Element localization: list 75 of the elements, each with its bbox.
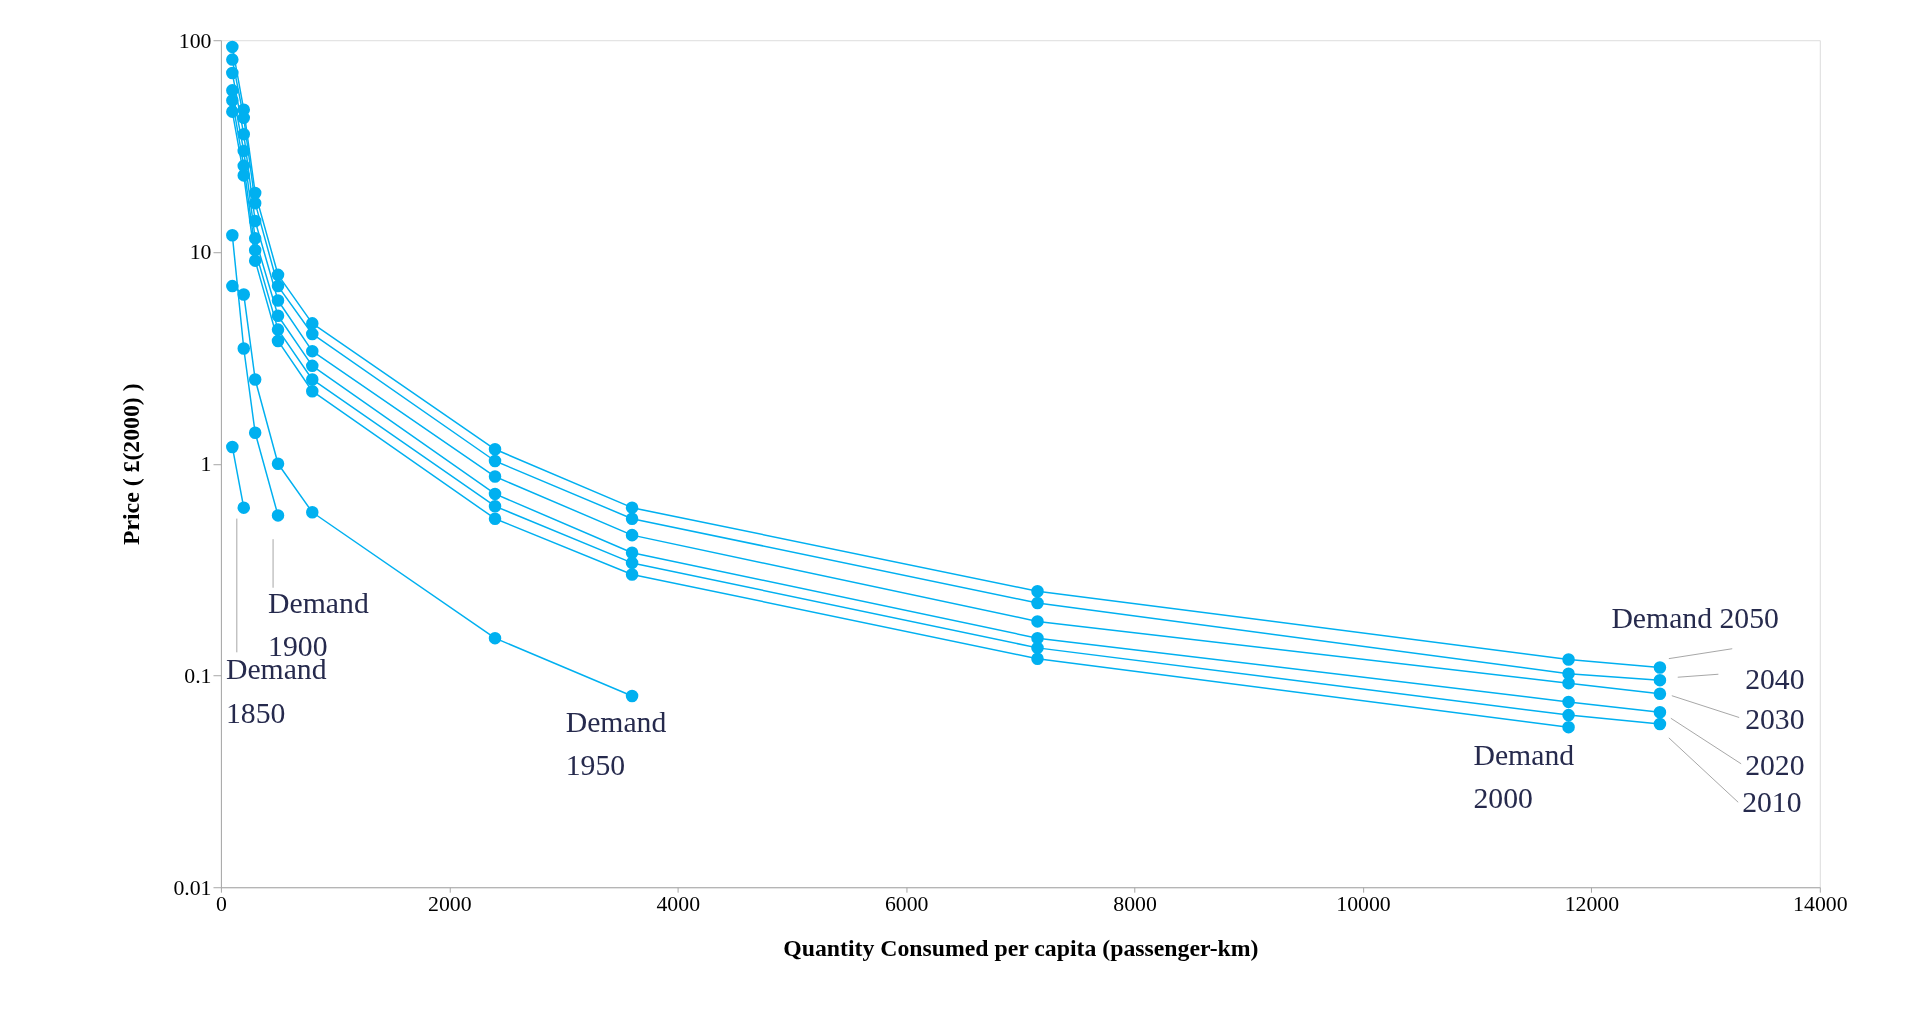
point — [237, 342, 251, 355]
point — [1031, 584, 1044, 598]
point — [1031, 596, 1044, 610]
point — [226, 105, 239, 118]
point — [1653, 717, 1667, 731]
x-tick-label: 8000 — [1113, 892, 1157, 917]
point — [1031, 641, 1044, 655]
point — [226, 40, 239, 54]
point — [1031, 652, 1044, 665]
point — [248, 426, 262, 440]
point — [625, 568, 639, 581]
point — [248, 373, 262, 386]
point — [226, 53, 239, 66]
point — [488, 631, 502, 645]
point — [488, 470, 502, 483]
point — [1562, 708, 1575, 722]
x-tick-label: 14000 — [1793, 892, 1848, 917]
y-tick-label: 1 — [200, 452, 212, 477]
point — [271, 334, 285, 348]
point — [237, 169, 251, 182]
point — [1653, 687, 1667, 700]
point — [226, 94, 239, 107]
point — [271, 457, 285, 470]
point — [1562, 720, 1575, 734]
point — [306, 327, 319, 341]
point — [488, 454, 502, 468]
point — [237, 288, 251, 301]
point — [488, 512, 502, 525]
annotation: Demand 2050 — [1611, 601, 1779, 634]
x-tick-label: 12000 — [1564, 892, 1620, 917]
x-axis-title: Quantity Consumed per capita (passenger-km) — [783, 935, 1259, 962]
x-tick-label: 0 — [215, 892, 227, 917]
point — [1562, 695, 1575, 709]
point — [1653, 661, 1667, 674]
y-tick-label: 10 — [189, 240, 212, 265]
annotation: Demand 1950 — [565, 705, 667, 782]
point — [306, 344, 319, 358]
point — [306, 317, 319, 330]
annotation: 2010 — [1742, 786, 1802, 819]
point — [488, 443, 502, 456]
x-tick-label: 10000 — [1336, 892, 1391, 917]
point — [226, 228, 239, 242]
point — [1653, 673, 1667, 687]
point — [625, 689, 639, 703]
point — [488, 487, 502, 501]
point — [488, 499, 502, 513]
point — [625, 556, 639, 570]
point — [226, 66, 239, 80]
point — [226, 279, 239, 293]
point — [306, 384, 319, 398]
annotation: 2030 — [1745, 703, 1805, 736]
annotation: 2040 — [1745, 663, 1805, 696]
x-tick-label: 4000 — [656, 892, 701, 917]
annotation: 2020 — [1745, 748, 1805, 781]
y-tick-label: 0.1 — [184, 663, 212, 688]
point — [1562, 676, 1575, 690]
y-tick-label: 0.01 — [173, 875, 212, 900]
point — [271, 509, 285, 522]
point — [306, 373, 319, 386]
point — [306, 359, 319, 373]
point — [237, 501, 251, 514]
annotation: Demand 2000 — [1473, 738, 1575, 815]
x-tick-label: 2000 — [428, 892, 472, 917]
point — [1031, 615, 1044, 628]
point — [1562, 653, 1575, 666]
y-axis-title: Price ( £(2000) ) — [117, 383, 144, 546]
point — [306, 505, 319, 519]
y-tick-label: 100 — [178, 28, 212, 53]
point — [1653, 706, 1667, 719]
point — [248, 254, 262, 267]
point — [625, 512, 639, 525]
point — [625, 528, 639, 542]
point — [226, 440, 239, 454]
x-tick-label: 6000 — [884, 892, 929, 917]
point — [625, 501, 639, 514]
